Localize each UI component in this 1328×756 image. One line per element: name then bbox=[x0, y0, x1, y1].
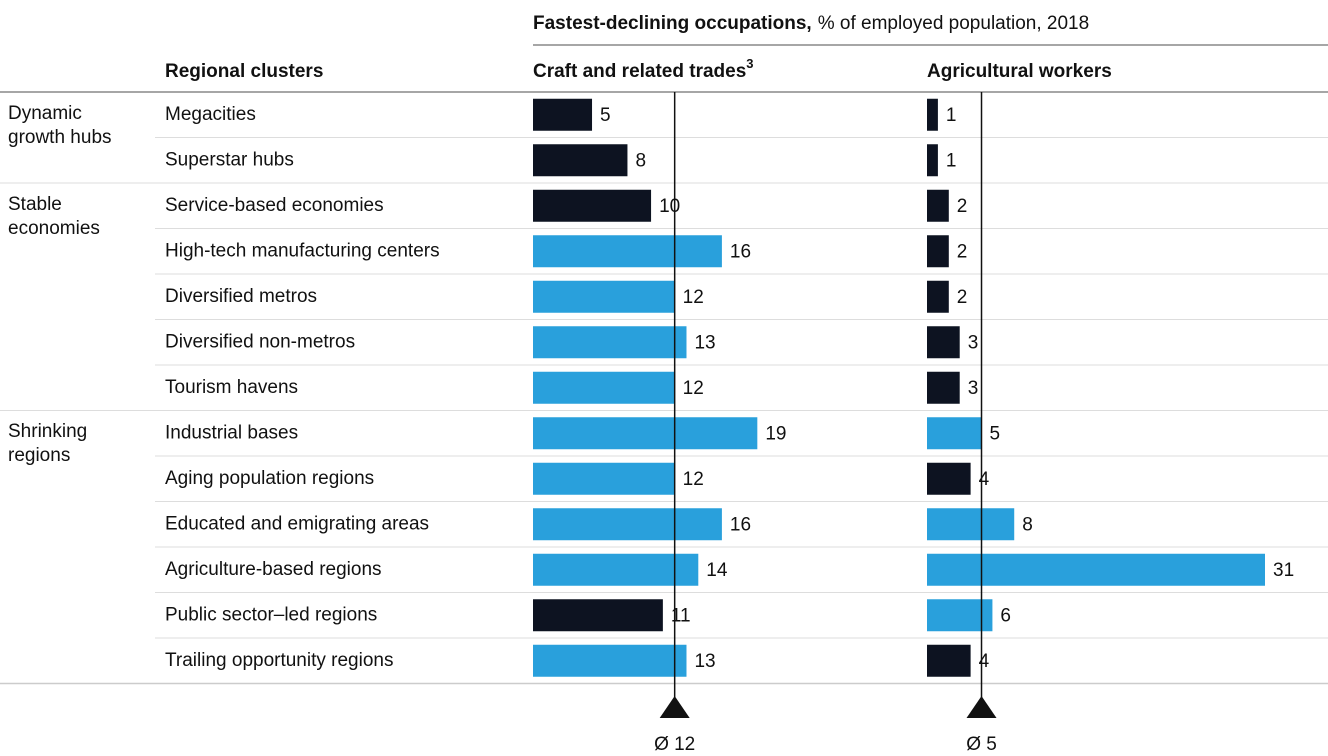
bar bbox=[927, 553, 1265, 586]
bar bbox=[927, 98, 938, 131]
column-header: Agricultural workers bbox=[927, 61, 1112, 82]
category-label: Industrial bases bbox=[165, 422, 298, 443]
bar bbox=[533, 280, 675, 313]
category-label: Diversified metros bbox=[165, 286, 317, 307]
category-label: Tourism havens bbox=[165, 377, 298, 398]
bar bbox=[927, 189, 949, 222]
category-label: Megacities bbox=[165, 104, 256, 125]
value-label: 11 bbox=[671, 605, 691, 626]
value-label: 14 bbox=[706, 560, 728, 581]
value-label: 12 bbox=[683, 469, 704, 490]
value-label: 8 bbox=[1022, 514, 1033, 535]
category-label: Diversified non-metros bbox=[165, 331, 355, 352]
bar bbox=[533, 235, 722, 268]
bar bbox=[533, 371, 675, 404]
category-label: Service-based economies bbox=[165, 195, 384, 216]
bar bbox=[533, 326, 687, 359]
row-header: Regional clusters bbox=[165, 61, 323, 82]
bar bbox=[927, 462, 971, 495]
bar bbox=[927, 144, 938, 177]
value-label: 12 bbox=[683, 287, 704, 308]
bar bbox=[533, 644, 687, 677]
bar bbox=[927, 599, 993, 632]
value-label: 5 bbox=[990, 423, 1001, 444]
value-label: 1 bbox=[946, 105, 957, 126]
bar bbox=[533, 553, 699, 586]
value-label: 3 bbox=[968, 378, 979, 399]
value-label: 12 bbox=[683, 378, 704, 399]
bar bbox=[927, 644, 971, 677]
value-label: 4 bbox=[979, 469, 990, 490]
value-label: 2 bbox=[957, 196, 968, 217]
chart-title: Fastest-declining occupations, % of emplo… bbox=[533, 13, 1089, 34]
bar bbox=[927, 508, 1015, 541]
value-label: 13 bbox=[694, 332, 715, 353]
footnote-marker: 3 bbox=[746, 56, 753, 71]
bar bbox=[927, 326, 960, 359]
bar bbox=[533, 599, 663, 632]
category-label: Agriculture-based regions bbox=[165, 559, 382, 580]
value-label: 16 bbox=[730, 514, 751, 535]
bar bbox=[927, 280, 949, 313]
bar bbox=[533, 98, 593, 131]
value-label: 13 bbox=[694, 651, 715, 672]
column-header-name: Craft and related trades bbox=[533, 61, 746, 82]
value-label: 10 bbox=[659, 196, 680, 217]
category-label: Trailing opportunity regions bbox=[165, 650, 393, 671]
value-label: 4 bbox=[979, 651, 990, 672]
value-label: 6 bbox=[1000, 605, 1011, 626]
value-label: 5 bbox=[600, 105, 611, 126]
average-label: Ø 12 bbox=[654, 734, 695, 755]
value-label: 2 bbox=[957, 287, 968, 308]
value-label: 3 bbox=[968, 332, 979, 353]
bar bbox=[927, 417, 982, 450]
bar bbox=[533, 144, 628, 177]
group-label: Dynamic growth hubs bbox=[8, 102, 112, 148]
category-label: High-tech manufacturing centers bbox=[165, 240, 440, 261]
category-label: Public sector–led regions bbox=[165, 604, 377, 625]
column-header: Craft and related trades3 bbox=[533, 56, 754, 82]
value-label: 16 bbox=[730, 241, 751, 262]
bar bbox=[927, 235, 949, 268]
group-label: Shrinking regions bbox=[8, 421, 88, 467]
bar bbox=[533, 508, 722, 541]
average-marker bbox=[659, 696, 690, 718]
value-label: 1 bbox=[946, 150, 957, 171]
category-label: Educated and emigrating areas bbox=[165, 513, 429, 534]
value-label: 2 bbox=[957, 241, 968, 262]
column-header-name: Agricultural workers bbox=[927, 61, 1112, 82]
value-label: 31 bbox=[1273, 560, 1294, 581]
bar bbox=[533, 189, 652, 222]
value-label: 19 bbox=[765, 423, 786, 444]
bar bbox=[533, 462, 675, 495]
bar bbox=[927, 371, 960, 404]
category-label: Superstar hubs bbox=[165, 149, 294, 170]
group-label: Stable economies bbox=[8, 193, 100, 239]
title: Fastest-declining occupations, bbox=[533, 13, 812, 34]
value-label: 8 bbox=[635, 150, 646, 171]
bar bbox=[533, 417, 758, 450]
average-marker bbox=[966, 696, 997, 718]
average-label: Ø 5 bbox=[966, 734, 997, 755]
category-label: Aging population regions bbox=[165, 468, 374, 489]
subtitle: % of employed population, 2018 bbox=[818, 13, 1089, 34]
